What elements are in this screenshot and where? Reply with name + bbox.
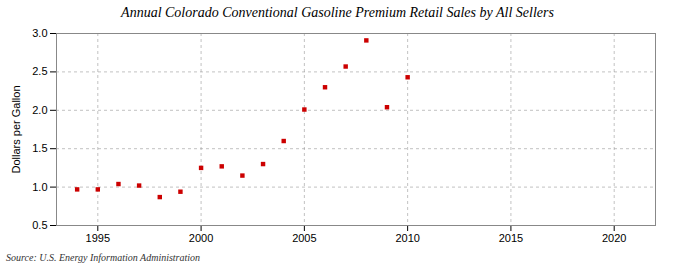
svg-text:2010: 2010 [395, 232, 419, 244]
svg-text:Dollars per Gallon: Dollars per Gallon [10, 85, 22, 173]
svg-text:2.5: 2.5 [32, 65, 47, 77]
html-text:Annual Colorado Conventional G: Annual Colorado Conventional Gasoline Pr… [121, 5, 554, 20]
svg-text:2005: 2005 [292, 232, 316, 244]
html-text:Source: U.S. Energy Informatio: Source: U.S. Energy Information Administ… [6, 252, 201, 263]
svg-text:3.0: 3.0 [32, 27, 47, 39]
svg-text:1.0: 1.0 [32, 181, 47, 193]
svg-text:1.5: 1.5 [32, 142, 47, 154]
svg-text:0.5: 0.5 [32, 219, 47, 231]
svg-text:2000: 2000 [189, 232, 213, 244]
svg-text:2.0: 2.0 [32, 104, 47, 116]
svg-text:2020: 2020 [602, 232, 626, 244]
svg-text:2015: 2015 [499, 232, 523, 244]
svg-text:1995: 1995 [86, 232, 110, 244]
